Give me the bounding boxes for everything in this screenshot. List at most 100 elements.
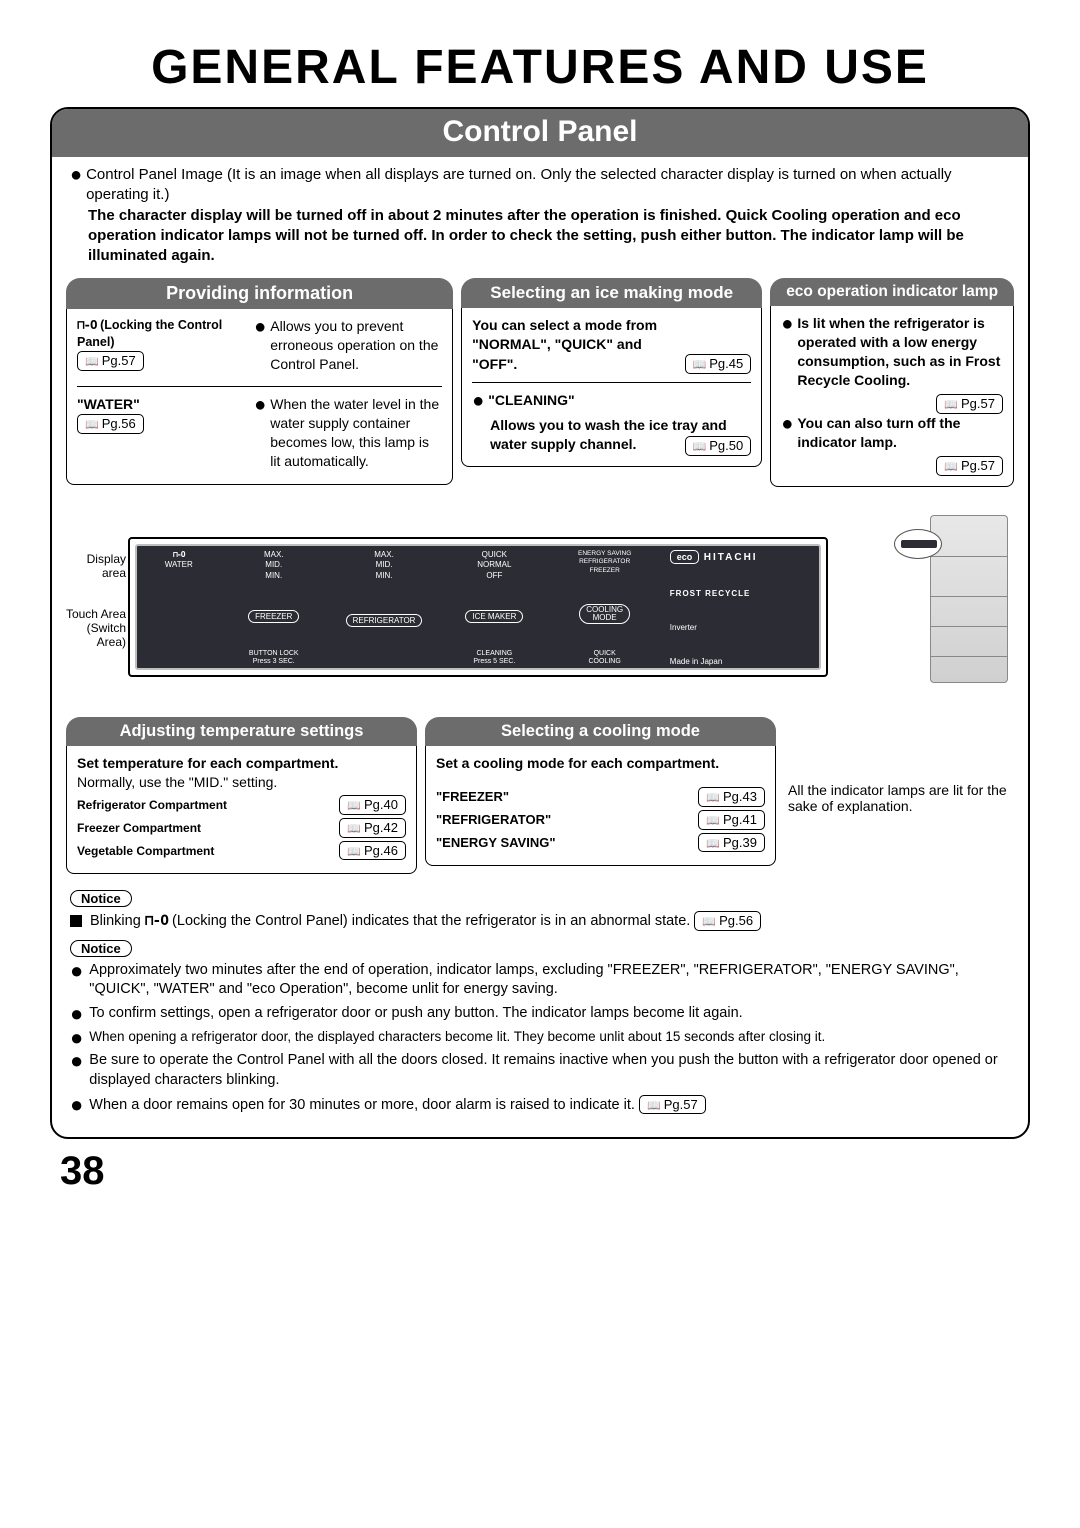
notice-2: Notice: [70, 940, 1010, 957]
box-header: Providing information: [66, 278, 453, 309]
cp-refrig-button: REFRIGERATOR: [346, 614, 423, 627]
temp-settings-box: Adjusting temperature settings Set tempe…: [66, 717, 417, 874]
intro-text-1: Control Panel Image (It is an image when…: [86, 165, 1010, 206]
intro-text-2: The character display will be turned off…: [88, 206, 1010, 267]
section-header: Control Panel: [52, 109, 1028, 157]
eco-box: eco operation indicator lamp ● Is lit wh…: [770, 278, 1014, 487]
display-area-label: Display area: [64, 552, 126, 580]
notice-item: Approximately two minutes after the end …: [89, 961, 1010, 1000]
cp-freezer-button: FREEZER: [248, 610, 299, 623]
cp-level: MAX.: [264, 550, 284, 560]
cooling-lead: Set a cooling mode for each compartment.: [436, 754, 765, 773]
notice-item: To confirm settings, open a refrigerator…: [89, 1004, 742, 1024]
temp-lead: Set temperature for each compartment.: [77, 754, 406, 773]
lock-icon: [77, 318, 97, 332]
row-label: Refrigerator Compartment: [77, 797, 227, 813]
bullet-icon: ●: [254, 317, 266, 374]
cp-cool-mode: REFRIGERATOR: [578, 558, 631, 566]
bullet-icon: ●: [254, 395, 266, 471]
page-ref: Pg.57: [936, 456, 1003, 476]
cp-ice-button: ICE MAKER: [465, 610, 523, 623]
page-ref: Pg.40: [339, 795, 406, 815]
eco-item-2: You can also turn off the indicator lamp…: [797, 414, 1003, 452]
page-ref: Pg.50: [685, 436, 752, 456]
bottom-sections-row: Adjusting temperature settings Set tempe…: [52, 715, 1028, 882]
fridge-illustration: [906, 515, 1016, 685]
notice-item: When opening a refrigerator door, the di…: [89, 1028, 825, 1048]
page-ref: Pg.43: [698, 787, 765, 807]
notice-item: When a door remains open for 30 minutes …: [89, 1096, 635, 1112]
frost-recycle-label: FROST RECYCLE: [670, 589, 751, 598]
ice-desc-c: "OFF".: [472, 355, 517, 374]
lock-icon: [145, 913, 168, 929]
box-header: eco operation indicator lamp: [770, 278, 1014, 306]
cp-level: MID.: [374, 560, 394, 570]
bullet-icon: ●: [70, 961, 83, 1000]
eco-icon: eco: [670, 550, 700, 564]
row-label: "FREEZER": [436, 788, 509, 806]
box-header: Selecting a cooling mode: [425, 717, 776, 746]
page-ref: Pg.42: [339, 818, 406, 838]
page-ref: Pg.57: [77, 351, 144, 371]
temp-sub: Normally, use the "MID." setting.: [77, 773, 406, 792]
page-ref: Pg.46: [339, 841, 406, 861]
page-title: GENERAL FEATURES AND USE: [50, 40, 1030, 95]
inverter-label: Inverter: [670, 623, 697, 632]
water-label: "WATER": [77, 395, 246, 414]
cp-cool-button: COOLING MODE: [579, 604, 630, 624]
ice-mode-box: Selecting an ice making mode You can sel…: [461, 278, 762, 487]
control-panel-graphic: WATER MAX. MID. MIN. FREEZER BUTTON LOCK…: [128, 537, 828, 677]
square-bullet-icon: [70, 915, 82, 927]
box-header: Adjusting temperature settings: [66, 717, 417, 746]
cp-water: WATER: [165, 560, 193, 569]
bullet-icon: ●: [472, 391, 484, 412]
bullet-icon: ●: [70, 1004, 83, 1024]
notice-chip: Notice: [70, 890, 132, 907]
lock-label: (Locking the Control Panel): [77, 318, 222, 349]
cooling-mode-box: Selecting a cooling mode Set a cooling m…: [425, 717, 776, 874]
control-panel-diagram: Display area Touch Area (Switch Area) WA…: [70, 507, 1010, 707]
page-ref: Pg.57: [639, 1095, 706, 1115]
brand-logo: HITACHI: [704, 552, 758, 563]
manual-page: GENERAL FEATURES AND USE Control Panel ●…: [0, 0, 1080, 1214]
cp-ice-mode: OFF: [477, 571, 511, 581]
cp-level: MAX.: [374, 550, 394, 560]
notice-1: Notice: [70, 890, 1010, 907]
cp-level: MIN.: [264, 571, 284, 581]
cp-ice-mode: QUICK: [477, 550, 511, 560]
page-ref: Pg.39: [698, 833, 765, 853]
providing-info-box: Providing information (Locking the Contr…: [66, 278, 453, 487]
cp-clean-note: CLEANING Press 5 SEC.: [473, 650, 515, 666]
cp-level: MID.: [264, 560, 284, 570]
cp-quick-cool: QUICK COOLING: [589, 650, 621, 666]
made-in-label: Made in Japan: [670, 657, 722, 666]
bullet-icon: ●: [70, 1028, 83, 1048]
box-header: Selecting an ice making mode: [461, 278, 762, 308]
cp-cool-mode: FREEZER: [578, 567, 631, 575]
cleaning-label: "CLEANING": [488, 391, 574, 412]
touch-area-label: Touch Area (Switch Area): [64, 607, 126, 649]
page-ref: Pg.45: [685, 354, 752, 374]
cp-lock-note: BUTTON LOCK Press 3 SEC.: [249, 650, 299, 666]
page-ref: Pg.56: [77, 414, 144, 434]
callout-circle: [894, 529, 942, 559]
notice-1-item: Blinking (Locking the Control Panel) ind…: [70, 911, 1010, 931]
ice-desc-b: "NORMAL", "QUICK" and: [472, 335, 751, 354]
notice-1-text-b: (Locking the Control Panel) indicates th…: [172, 913, 694, 929]
bullet-icon: ●: [781, 314, 793, 390]
cp-cool-mode: ENERGY SAVING: [578, 550, 631, 558]
page-ref: Pg.57: [936, 394, 1003, 414]
top-sections-row: Providing information (Locking the Contr…: [52, 272, 1028, 495]
ice-desc-a: You can select a mode from: [472, 316, 751, 335]
lock-desc: Allows you to prevent erroneous operatio…: [270, 317, 442, 374]
row-label: "ENERGY SAVING": [436, 834, 555, 852]
page-ref: Pg.41: [698, 810, 765, 830]
notice-chip: Notice: [70, 940, 132, 957]
diagram-caption: All the indicator lamps are lit for the …: [784, 778, 1014, 814]
control-panel-section: Control Panel ● Control Panel Image (It …: [50, 107, 1030, 1139]
bullet-icon: ●: [70, 1051, 83, 1090]
bullet-icon: ●: [781, 414, 793, 452]
eco-item-1: Is lit when the refrigerator is operated…: [797, 314, 1003, 390]
water-desc: When the water level in the water supply…: [270, 395, 442, 471]
cp-level: MIN.: [374, 571, 394, 581]
